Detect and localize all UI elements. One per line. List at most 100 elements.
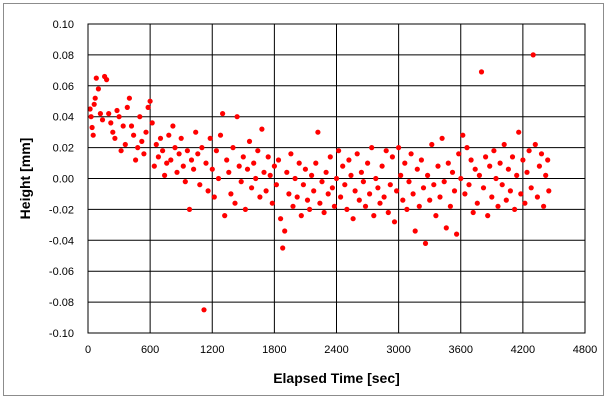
data-point (503, 197, 509, 203)
data-point (228, 191, 234, 197)
data-point (280, 245, 286, 251)
data-point (265, 154, 271, 160)
y-tick-label: 0.08 (53, 50, 74, 62)
data-point (462, 191, 468, 197)
data-point (292, 175, 298, 182)
data-point (338, 194, 344, 200)
data-point (408, 151, 414, 157)
data-point (133, 157, 139, 163)
data-point (141, 151, 147, 157)
data-point (290, 203, 296, 209)
data-point (454, 231, 460, 237)
data-point (267, 172, 273, 178)
data-point (414, 166, 420, 172)
data-point (162, 172, 168, 178)
data-point (209, 166, 215, 172)
data-point (222, 213, 228, 219)
data-point (329, 185, 335, 191)
data-point (315, 129, 321, 135)
data-point (466, 182, 472, 188)
data-point (302, 166, 308, 172)
data-point (451, 188, 458, 194)
data-point (437, 194, 443, 200)
data-point (182, 179, 188, 185)
data-point (371, 213, 377, 219)
data-point (333, 175, 340, 182)
data-point (215, 175, 222, 182)
x-tick-label: 600 (141, 344, 159, 356)
x-axis-title: Elapsed Time [sec] (273, 370, 400, 386)
data-point (460, 132, 466, 138)
y-tick-label: 0.02 (53, 143, 74, 155)
data-point (404, 206, 410, 212)
data-point (224, 157, 230, 163)
data-point (242, 206, 248, 212)
data-point (360, 179, 366, 185)
data-point (325, 191, 331, 197)
data-point (97, 111, 103, 117)
data-point (135, 145, 141, 151)
data-point (350, 216, 356, 222)
data-point (160, 148, 166, 154)
data-point (317, 200, 323, 206)
data-point (505, 166, 511, 172)
data-point (321, 209, 327, 216)
data-point (497, 160, 503, 166)
data-point (240, 154, 246, 160)
x-tick-label: 4800 (573, 344, 597, 356)
data-point (255, 148, 261, 154)
data-point (104, 77, 110, 83)
data-point (356, 197, 362, 203)
data-point (166, 132, 172, 138)
data-point (122, 141, 128, 148)
data-point (257, 194, 263, 200)
data-point (298, 213, 304, 219)
y-tick-label: 0.10 (53, 19, 74, 31)
data-point (398, 172, 404, 178)
data-point (346, 157, 352, 163)
data-point (199, 145, 205, 151)
data-point (116, 114, 122, 120)
y-tick-labels: 0.10 0.08 0.06 0.04 0.02 0.00 -0.02 -0.04 -0.06 -… (49, 19, 74, 340)
data-point (400, 197, 406, 203)
data-point (147, 98, 153, 104)
data-point (358, 169, 364, 175)
data-point (126, 95, 132, 101)
data-point (220, 111, 226, 117)
data-point (381, 194, 387, 200)
data-point (137, 114, 143, 120)
data-point (114, 107, 120, 114)
data-point (145, 104, 151, 110)
data-point (286, 191, 292, 197)
data-point (422, 240, 429, 246)
data-point (164, 160, 170, 166)
data-point (543, 172, 549, 178)
data-point (91, 101, 97, 107)
data-point (491, 148, 497, 154)
data-point (139, 138, 145, 144)
data-point (541, 203, 547, 209)
data-point (259, 126, 265, 132)
data-point (375, 185, 381, 191)
data-point (313, 160, 319, 166)
data-point (217, 132, 224, 138)
data-point (514, 172, 520, 178)
data-point (261, 169, 267, 175)
data-point (377, 200, 383, 206)
data-point (93, 75, 99, 81)
data-point (180, 163, 186, 169)
data-point (402, 160, 408, 166)
x-tick-label: 2400 (324, 344, 348, 356)
data-point (188, 157, 195, 163)
data-point (362, 203, 369, 209)
data-point (342, 182, 348, 188)
data-point (352, 188, 358, 194)
data-point (282, 228, 288, 234)
y-tick-label: -0.06 (49, 266, 74, 278)
data-point (478, 69, 485, 75)
x-tick-label: 1200 (200, 344, 224, 356)
data-point (495, 203, 501, 209)
data-point (213, 148, 219, 154)
data-point (238, 179, 244, 185)
y-tick-label: 0.04 (53, 112, 74, 124)
